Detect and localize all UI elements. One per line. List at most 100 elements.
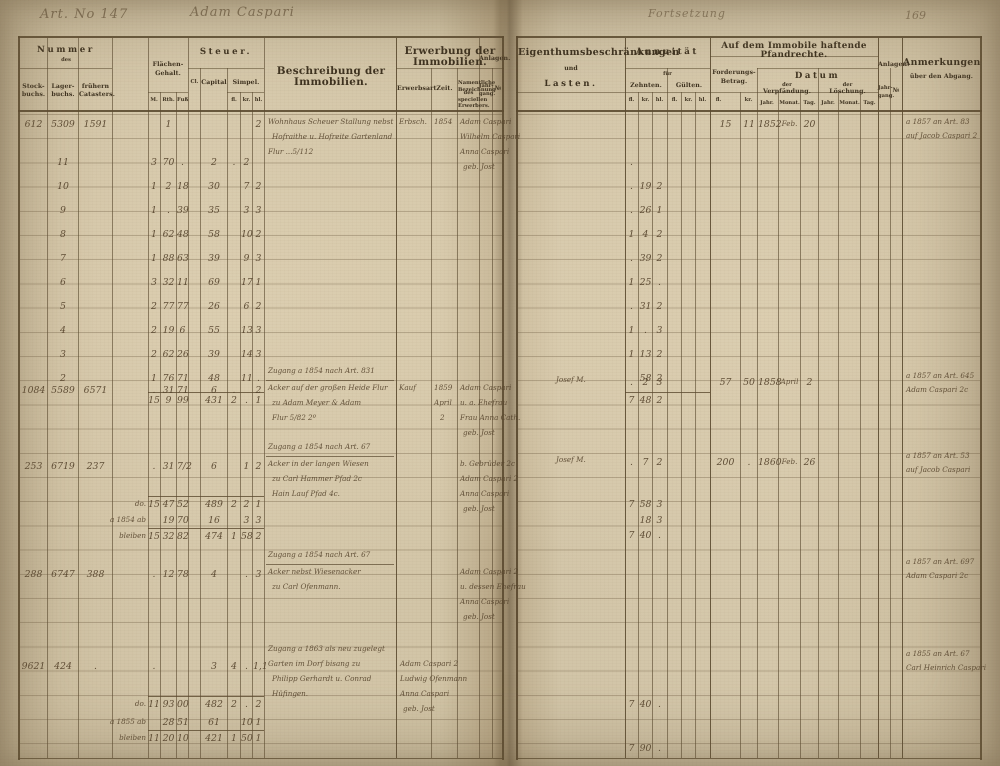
z-fl-6: . <box>630 301 633 312</box>
z-kr-3: 4 <box>642 229 649 240</box>
e2-frueher: 6571 <box>83 385 108 396</box>
z-fl-7: 1 <box>628 325 635 336</box>
e4-erw-a: Adam Caspari 2 <box>460 567 519 576</box>
e3-stock: 253 <box>24 461 43 472</box>
m1-betrag-kr: 11 <box>743 119 755 130</box>
z-total-fl: 7 <box>628 395 635 406</box>
e5-sub3-kr: 1 <box>255 733 262 744</box>
stack-total-rule <box>148 392 264 393</box>
header-eigenthum-3: Lasten. <box>544 79 598 89</box>
header-eigenthum-2: und <box>564 65 578 72</box>
z-kr-1: 19 <box>639 181 652 192</box>
stack-fl-4: 10 <box>241 229 253 240</box>
e5-sub1-rth: 93 <box>162 699 175 710</box>
col-rule-flaeche <box>148 38 149 758</box>
header-zehnten: Zehnten. <box>630 82 662 89</box>
z-fl-8: 1 <box>628 349 635 360</box>
stack-cl-2: 30 <box>208 181 220 192</box>
header-nummer: Nummer <box>37 45 95 55</box>
e3-sub3-m: 15 <box>148 531 160 542</box>
stack-rth-1: 70 <box>162 157 175 168</box>
cell-desc-1b: Hofraithe u. Hofreite Gartenland <box>272 132 393 141</box>
col-rule-erwerbsart <box>431 68 432 758</box>
stack-lager-5: 7 <box>60 253 66 264</box>
z-hl-2: 1 <box>656 205 663 216</box>
e4-erw-c: Anna Caspari <box>460 597 510 606</box>
e4-kr: 3 <box>255 569 262 580</box>
zugang-note-3: Zugang a 1854 nach Art. 67 <box>268 442 371 451</box>
col-rule-guelten-fl <box>681 92 682 758</box>
col-rule-verpf-monat <box>800 92 801 758</box>
m2-betrag-fl: 57 <box>719 377 732 388</box>
z-kr-6: 31 <box>639 301 652 312</box>
stack-rth-2: 2 <box>165 181 172 192</box>
stack-fuss-7: 77 <box>177 301 189 312</box>
e4-fl: . <box>245 569 248 580</box>
e5-fl: . <box>245 661 248 672</box>
stack-fl-2: 7 <box>243 181 250 192</box>
stack-rth-6: 32 <box>162 277 175 288</box>
g-sub2-kr: 18 <box>639 515 652 526</box>
stack-fuss-5: 63 <box>177 253 189 264</box>
cell-frueher: 1591 <box>83 119 108 130</box>
z-fl-5: 1 <box>628 277 635 288</box>
header-datum: Datum <box>794 71 841 81</box>
header-guelten-fl: fl. <box>671 97 678 103</box>
stack-kr-5: 3 <box>255 253 262 264</box>
g-sub4-hl: . <box>658 699 661 710</box>
header-lagerbuch: Lager- <box>51 83 75 90</box>
e3-cl: 6 <box>211 461 217 472</box>
e3-erw-a: b. Gebrüder 2c <box>460 459 516 468</box>
z-fl-0: . <box>630 157 633 168</box>
e5-frueher: . <box>94 661 97 672</box>
cell-erwerber-1c: Anna Caspari <box>460 147 510 156</box>
e2-zeit-y: 1859 <box>434 383 453 392</box>
col-rule-pfandrechte <box>710 38 712 758</box>
stack-total-fl: . <box>245 395 248 406</box>
e3-sub3-fuss: 82 <box>177 531 189 542</box>
e5-desc-a: Garten im Dorf bisang zu <box>268 659 361 668</box>
g-sub3-kr: 40 <box>639 530 652 541</box>
stack-kr-4: 2 <box>255 229 262 240</box>
e2-desc-a: Acker auf der großen Heide Flur <box>268 383 388 392</box>
header-erwerbsart: Erwerbsart. <box>397 85 439 92</box>
e5-sub3-rth: 20 <box>162 733 175 744</box>
stack-fuss-1: . <box>181 157 184 168</box>
col-rule-simpel-fl <box>240 92 241 758</box>
header-flaechen-2: Gehalt. <box>155 70 181 77</box>
e3-erw-c: Anna Caspari <box>460 489 510 498</box>
z-hl-3: 2 <box>656 229 663 240</box>
stack-fl-7: 6 <box>243 301 250 312</box>
e3-desc-c: Hain Lauf Pfad 4c. <box>272 489 340 498</box>
col-rule-guelten-kr <box>695 92 696 758</box>
e3-rth: 31 <box>162 461 175 472</box>
stack-rth-9: 62 <box>162 349 175 360</box>
col-rule-anlagen <box>479 38 480 758</box>
datum-group-rule <box>757 68 878 69</box>
stack-fuss-2: 18 <box>177 181 189 192</box>
g-sub1-fl: 7 <box>628 499 635 510</box>
e3-sub1-kr: 1 <box>255 499 262 510</box>
zugang-rule-2 <box>266 380 394 381</box>
header-frueher-2: Catasters. <box>79 91 115 98</box>
pfand-sub-rule <box>710 92 878 93</box>
simpel-sub-rule <box>227 92 264 93</box>
stack-m-10: 1 <box>151 373 157 384</box>
stack-fl-1: 2 <box>243 157 250 168</box>
g-sub3-fl: 7 <box>628 530 635 541</box>
header-zeit: Zeit. <box>436 85 453 92</box>
z-kr-2: 26 <box>639 205 652 216</box>
col-rule-verpf-jahr <box>778 92 779 758</box>
e3-sub1-fuss: 52 <box>177 499 189 510</box>
header-anlagen-jg-2: gang. <box>479 91 496 97</box>
z-fl-2: . <box>630 205 633 216</box>
header-forderungsbetrag: Forderungs- <box>712 69 756 76</box>
e2-zeit-m: April <box>434 398 452 407</box>
col-rule-simpel-kr <box>252 92 253 758</box>
e3-desc-a: Acker in der langen Wiesen <box>268 459 369 468</box>
e2-kr: 2 <box>255 385 262 396</box>
col-rule-frueher <box>112 38 113 758</box>
e5-sub2-cl: 61 <box>208 717 220 728</box>
e5-m: . <box>152 661 156 672</box>
header-eigenthum: Eigenthumsbeschränkungen <box>518 47 680 58</box>
